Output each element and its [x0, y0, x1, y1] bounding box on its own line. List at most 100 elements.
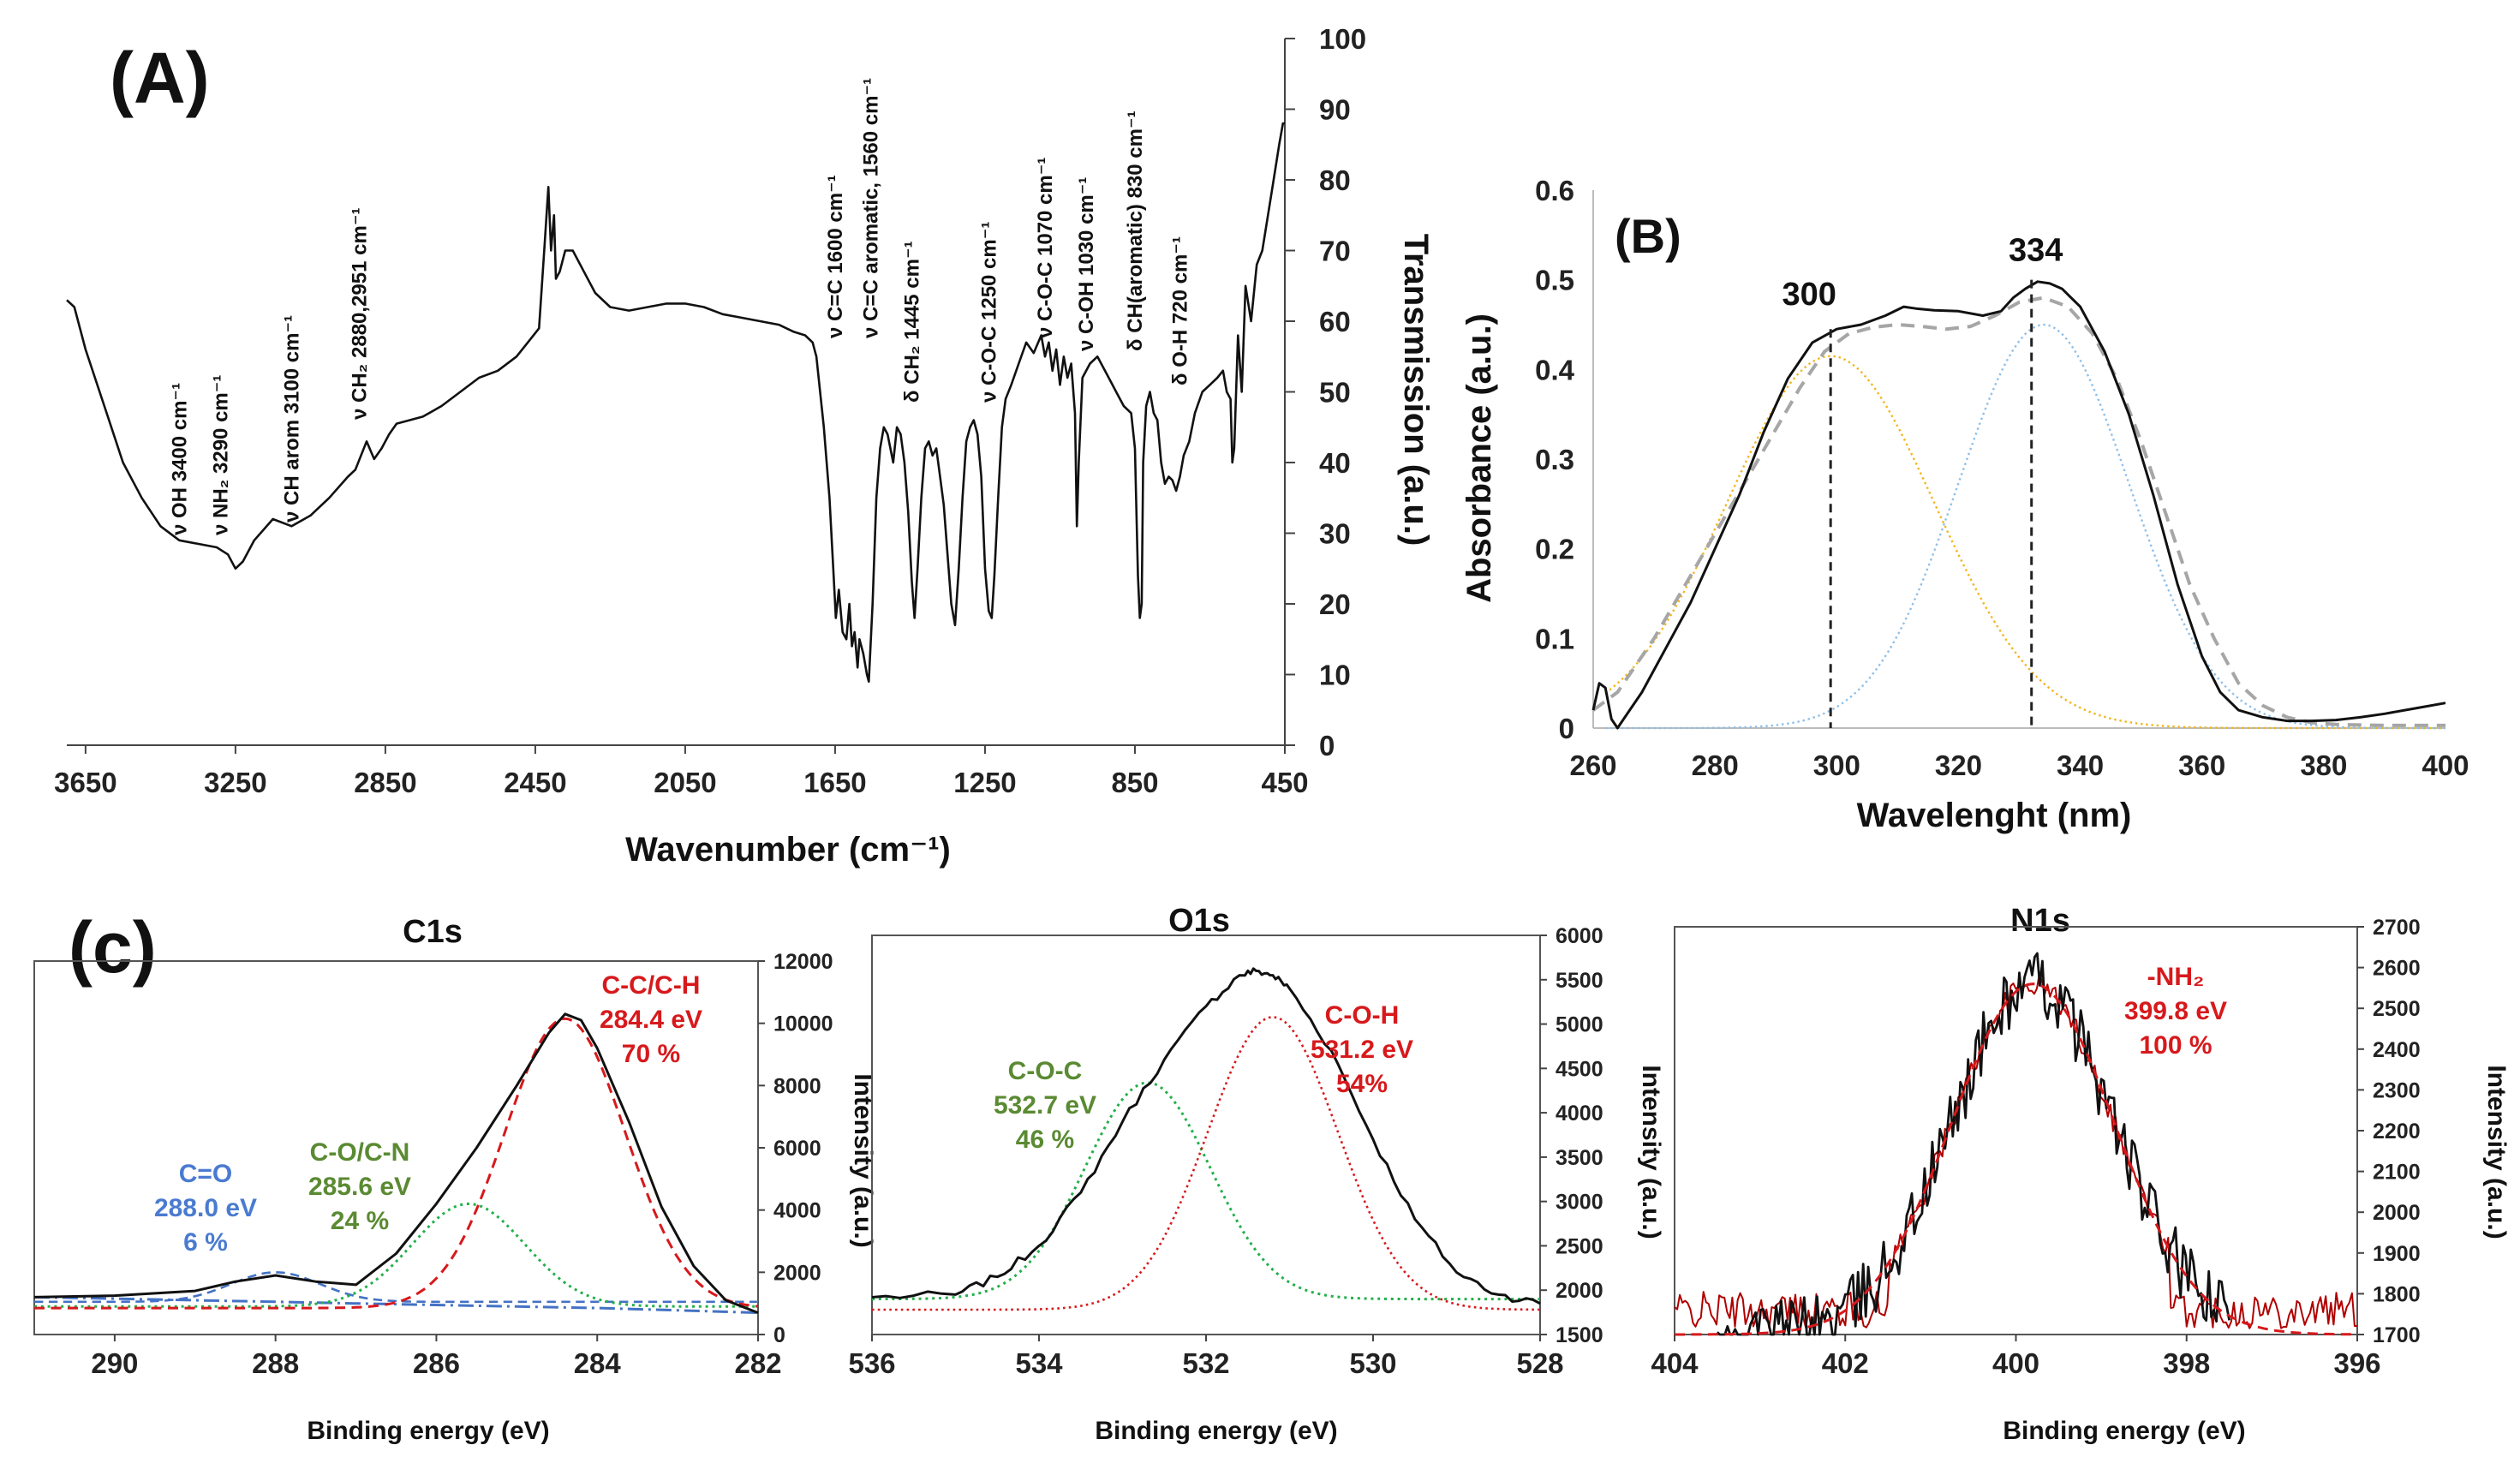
ftir-peak-annotation: δ CH(aromatic) 830 cm⁻¹	[1124, 110, 1147, 351]
ftir-peak-annotation: ν C-OH 1030 cm⁻¹	[1075, 177, 1098, 351]
c1s-peak-name: C=O	[179, 1160, 233, 1188]
n1s-y-tick-label: 2200	[2373, 1120, 2421, 1144]
c1s-x-tick-label: 290	[91, 1347, 138, 1379]
uvvis-xlabel: Wavelenght (nm)	[1857, 797, 2132, 834]
n1s-peak-percent: 100 %	[2139, 1031, 2212, 1060]
n1s-measured-line	[1716, 952, 2230, 1336]
ftir-y-tick-label: 20	[1319, 588, 1351, 620]
ftir-peak-annotation: ν C-O-C 1250 cm⁻¹	[977, 222, 1000, 403]
n1s-title: N1s	[2010, 903, 2070, 939]
ftir-x-tick-label: 2050	[654, 767, 716, 798]
ftir-xlabel: Wavenumber (cm⁻¹)	[625, 831, 951, 869]
n1s-xlabel: Binding energy (eV)	[2003, 1417, 2245, 1445]
uvvis-x-tick-label: 320	[1935, 749, 1982, 781]
ftir-y-tick-label: 10	[1319, 660, 1351, 691]
c1s-y-tick-label: 12000	[773, 950, 833, 974]
ftir-x-tick-label: 2850	[354, 767, 416, 798]
chart-c1s: C1s Binding energy (eV) Intensity (a.u.)…	[33, 914, 877, 1445]
o1s-x-tick-label: 530	[1349, 1347, 1396, 1379]
ftir-peak-annotation: δ CH₂ 1445 cm⁻¹	[901, 241, 924, 403]
o1s-peak-energy: 532.7 eV	[994, 1091, 1096, 1120]
c1s-y-tick-label: 2000	[773, 1261, 821, 1285]
o1s-x-tick-label: 528	[1516, 1347, 1563, 1379]
n1s-x-tick-label: 400	[1992, 1347, 2039, 1379]
o1s-measured-line	[871, 967, 1541, 1305]
n1s-y-tick-label: 2700	[2373, 916, 2421, 940]
o1s-ylabel: Intensity (a.u.)	[1637, 1065, 1665, 1239]
o1s-peak-c-o-h	[872, 1016, 1540, 1311]
uvvis-measured-line	[1591, 280, 2446, 730]
uvvis-y-tick-label: 0.1	[1535, 623, 1574, 654]
c1s-peak-c-c-c-h	[34, 1017, 759, 1310]
ftir-x-tick-label: 3250	[204, 767, 266, 798]
uvvis-x-tick-label: 300	[1813, 749, 1860, 781]
c1s-ylabel: Intensity (a.u.)	[849, 1073, 877, 1247]
uvvis-gaussian-334	[1605, 323, 2445, 730]
panel-label-b: (B)	[1615, 209, 1681, 263]
ftir-peak-annotation: ν C-O-C 1070 cm⁻¹	[1034, 158, 1057, 338]
n1s-x-tick-label: 402	[1822, 1347, 1869, 1379]
o1s-peak-name: C-O-C	[1008, 1057, 1083, 1085]
uvvis-y-tick-label: 0.5	[1535, 265, 1574, 296]
o1s-peak-c-o-c	[872, 1081, 1540, 1301]
n1s-x-tick-label: 398	[2163, 1347, 2210, 1379]
o1s-x-tick-label: 536	[848, 1347, 895, 1379]
ftir-peak-annotation: δ O-H 720 cm⁻¹	[1168, 236, 1191, 385]
c1s-peak-c-o-c-n	[34, 1202, 758, 1308]
n1s-y-tick-label: 1800	[2373, 1282, 2421, 1306]
o1s-peak-percent: 46 %	[1016, 1126, 1074, 1154]
o1s-peak-name: C-O-H	[1325, 1001, 1400, 1030]
c1s-peak-energy: 288.0 eV	[154, 1194, 257, 1222]
o1s-y-tick-label: 1500	[1556, 1323, 1603, 1347]
c1s-peak-energy: 285.6 eV	[308, 1173, 411, 1201]
n1s-ylabel: Intensity (a.u.)	[2482, 1065, 2511, 1239]
uvvis-ylabel: Absorbance (a.u.)	[1460, 314, 1498, 603]
c1s-y-tick-label: 4000	[773, 1199, 821, 1223]
o1s-y-tick-label: 5000	[1556, 1013, 1603, 1037]
uvvis-fit-line	[1591, 296, 2445, 727]
uvvis-gaussian-300	[1604, 355, 2445, 730]
c1s-xlabel: Binding energy (eV)	[307, 1417, 549, 1445]
o1s-x-tick-label: 534	[1015, 1347, 1063, 1379]
ftir-peak-annotation: ν C=C 1600 cm⁻¹	[824, 175, 847, 338]
ftir-spectrum-line	[66, 122, 1285, 684]
ftir-y-tick-label: 90	[1319, 94, 1351, 126]
o1s-y-tick-label: 2000	[1556, 1279, 1603, 1303]
ftir-y-tick-label: 0	[1319, 730, 1335, 761]
ftir-x-tick-label: 450	[1261, 767, 1308, 798]
c1s-peak-name: C-C/C-H	[602, 971, 701, 1000]
n1s-x-tick-label: 404	[1651, 1347, 1699, 1379]
uvvis-x-tick-label: 360	[2178, 749, 2225, 781]
n1s-y-tick-label: 2500	[2373, 997, 2421, 1021]
c1s-title: C1s	[403, 914, 463, 950]
c1s-y-tick-label: 10000	[773, 1012, 833, 1036]
n1s-y-tick-label: 2400	[2373, 1038, 2421, 1062]
o1s-plot-frame	[871, 935, 1541, 1335]
uvvis-peak-label: 300	[1782, 277, 1836, 313]
uvvis-x-tick-label: 260	[1569, 749, 1616, 781]
panel-label-c: (c)	[69, 907, 157, 988]
c1s-peak-percent: 70 %	[622, 1040, 680, 1068]
chart-uvvis: Wavelenght (nm) Absorbance (a.u.) 260 280…	[1460, 175, 2469, 834]
ftir-x-tick-label: 850	[1111, 767, 1158, 798]
uvvis-y-tick-label: 0.6	[1535, 175, 1574, 206]
n1s-peak-energy: 399.8 eV	[2124, 997, 2227, 1025]
chart-o1s: O1s Binding energy (eV) Intensity (a.u.)…	[848, 903, 1665, 1445]
uvvis-x-tick-label: 380	[2300, 749, 2347, 781]
c1s-peak-percent: 6 %	[183, 1228, 228, 1257]
n1s-y-tick-label: 1900	[2373, 1242, 2421, 1266]
uvvis-peak-label: 334	[2009, 233, 2063, 269]
ftir-peak-annotation: ν CH arom 3100 cm⁻¹	[281, 315, 304, 523]
n1s-y-tick-label: 2100	[2373, 1161, 2421, 1185]
uvvis-y-tick-label: 0	[1559, 713, 1574, 744]
n1s-fit-line	[1675, 982, 2358, 1336]
o1s-xlabel: Binding energy (eV)	[1095, 1417, 1337, 1445]
ftir-y-tick-label: 100	[1319, 23, 1366, 55]
n1s-peak-name: -NH₂	[2147, 963, 2205, 991]
c1s-x-tick-label: 284	[574, 1347, 622, 1379]
uvvis-y-tick-label: 0.3	[1535, 444, 1574, 475]
o1s-peak-energy: 531.2 eV	[1311, 1036, 1413, 1064]
ftir-ylabel: Transmission (a.u.)	[1397, 234, 1435, 546]
chart-n1s: N1s Binding energy (eV) Intensity (a.u.)…	[1651, 903, 2511, 1445]
